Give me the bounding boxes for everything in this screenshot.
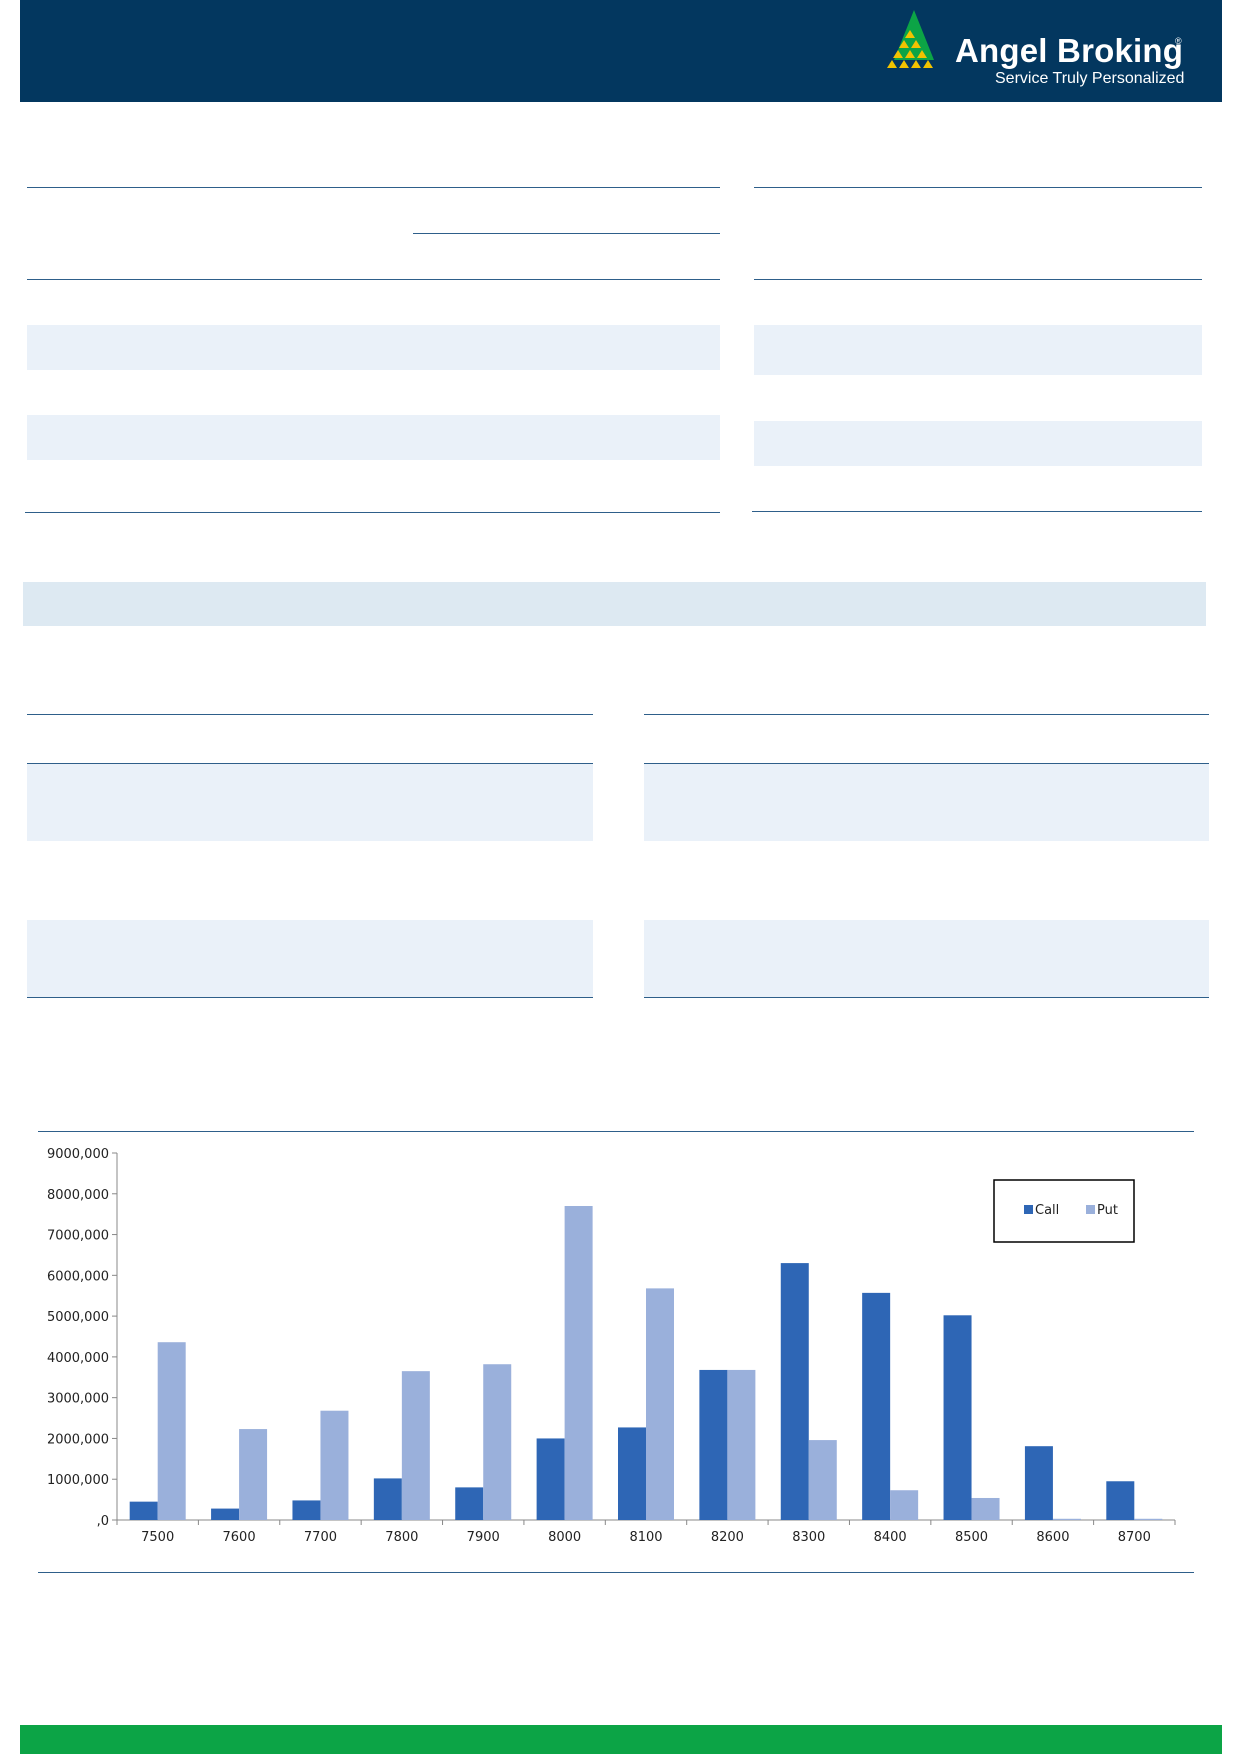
y-tick-label: 6000,000 xyxy=(47,1269,109,1284)
bar-put-8000 xyxy=(564,1206,593,1520)
bar-call-8400 xyxy=(862,1292,891,1520)
bar-call-8600 xyxy=(1024,1446,1053,1520)
table-row xyxy=(27,415,720,460)
bar-put-7700 xyxy=(320,1410,349,1520)
table-rule xyxy=(413,233,720,234)
bar-put-7800 xyxy=(401,1371,430,1520)
table-rule xyxy=(27,997,593,998)
bar-call-7600 xyxy=(211,1508,240,1520)
x-tick-label: 8600 xyxy=(1036,1530,1069,1545)
bar-call-8200 xyxy=(699,1369,728,1520)
table-rule xyxy=(25,512,720,513)
bar-put-8200 xyxy=(727,1369,756,1520)
table-row xyxy=(754,325,1202,375)
brand-name: Angel Broking xyxy=(955,32,1184,69)
table-row xyxy=(27,764,593,841)
chart-legend xyxy=(993,1179,1135,1243)
y-tick-label: 9000,000 xyxy=(47,1147,109,1162)
bar-put-8400 xyxy=(890,1490,919,1520)
bar-put-7600 xyxy=(239,1429,268,1520)
bar-put-8300 xyxy=(808,1440,837,1520)
table-rule xyxy=(752,511,1202,512)
legend-swatch-put xyxy=(1086,1205,1095,1214)
bar-put-8100 xyxy=(646,1288,674,1520)
y-tick-label: 3000,000 xyxy=(47,1392,109,1407)
bar-call-8300 xyxy=(780,1263,809,1520)
x-tick-label: 7900 xyxy=(467,1530,500,1545)
y-tick-label: 1000,000 xyxy=(47,1473,109,1488)
bar-put-8600 xyxy=(1052,1518,1081,1520)
brand-logo[interactable]: Angel Broking ® Service Truly Personaliz… xyxy=(882,10,1202,95)
footer-bar xyxy=(20,1725,1222,1754)
table-rule xyxy=(27,187,720,188)
x-tick-label: 8300 xyxy=(792,1530,825,1545)
y-tick-label: 8000,000 xyxy=(47,1188,109,1203)
x-tick-label: 7600 xyxy=(223,1530,256,1545)
bar-call-8100 xyxy=(618,1427,646,1520)
x-tick-label: 8000 xyxy=(548,1530,581,1545)
table-row xyxy=(754,421,1202,466)
x-tick-label: 8400 xyxy=(874,1530,907,1545)
x-tick-label: 8100 xyxy=(629,1530,662,1545)
table-rule xyxy=(754,187,1202,188)
x-tick-label: 8500 xyxy=(955,1530,988,1545)
table-row xyxy=(27,920,593,997)
bar-call-8500 xyxy=(943,1315,972,1520)
brand-tagline: Service Truly Personalized xyxy=(995,70,1185,87)
table-row xyxy=(27,325,720,370)
bar-put-8500 xyxy=(971,1497,1000,1520)
table-row xyxy=(644,764,1209,841)
bar-chart: 9000,000 8000,000 7000,000 6000,000 5000,000… xyxy=(47,1147,1176,1545)
legend-label-call: Call xyxy=(1035,1203,1059,1218)
bar-call-8700 xyxy=(1106,1481,1135,1520)
registered-mark: ® xyxy=(1175,36,1182,46)
y-tick-label: 4000,000 xyxy=(47,1351,109,1366)
legend-label-put: Put xyxy=(1097,1203,1118,1218)
bar-call-7900 xyxy=(455,1487,484,1520)
bar-put-8700 xyxy=(1134,1518,1163,1520)
x-tick-label: 8700 xyxy=(1118,1530,1151,1545)
y-tick-label: 2000,000 xyxy=(47,1432,109,1447)
x-tick-label: 8200 xyxy=(711,1530,744,1545)
bar-call-8000 xyxy=(536,1438,565,1520)
bar-put-7500 xyxy=(157,1342,186,1520)
table-rule xyxy=(27,763,593,764)
table-rule xyxy=(27,279,720,280)
x-tick-label: 7500 xyxy=(141,1530,174,1545)
table-rule xyxy=(644,714,1209,715)
table-rule xyxy=(27,714,593,715)
chart-top-rule xyxy=(38,1131,1194,1132)
bar-call-7700 xyxy=(292,1500,321,1520)
table-rule xyxy=(644,763,1209,764)
y-tick-label: 7000,000 xyxy=(47,1229,109,1244)
bar-call-7800 xyxy=(373,1478,402,1520)
pyramid-logo-icon xyxy=(887,10,934,68)
y-tick-label: ,0 xyxy=(97,1514,109,1529)
table-rule xyxy=(644,997,1209,998)
table-rule xyxy=(754,279,1202,280)
bar-put-7900 xyxy=(483,1364,512,1520)
legend-swatch-call xyxy=(1024,1205,1033,1214)
header-bar xyxy=(20,0,1222,102)
bar-call-7500 xyxy=(129,1501,158,1520)
x-tick-label: 7800 xyxy=(385,1530,418,1545)
chart-bottom-rule xyxy=(38,1572,1194,1573)
section-heading-band xyxy=(23,582,1206,626)
y-tick-label: 5000,000 xyxy=(47,1310,109,1325)
x-tick-label: 7700 xyxy=(304,1530,337,1545)
open-interest-chart: 9000,000 8000,000 7000,000 6000,000 5000,000… xyxy=(30,1140,1190,1580)
table-row xyxy=(644,920,1209,997)
